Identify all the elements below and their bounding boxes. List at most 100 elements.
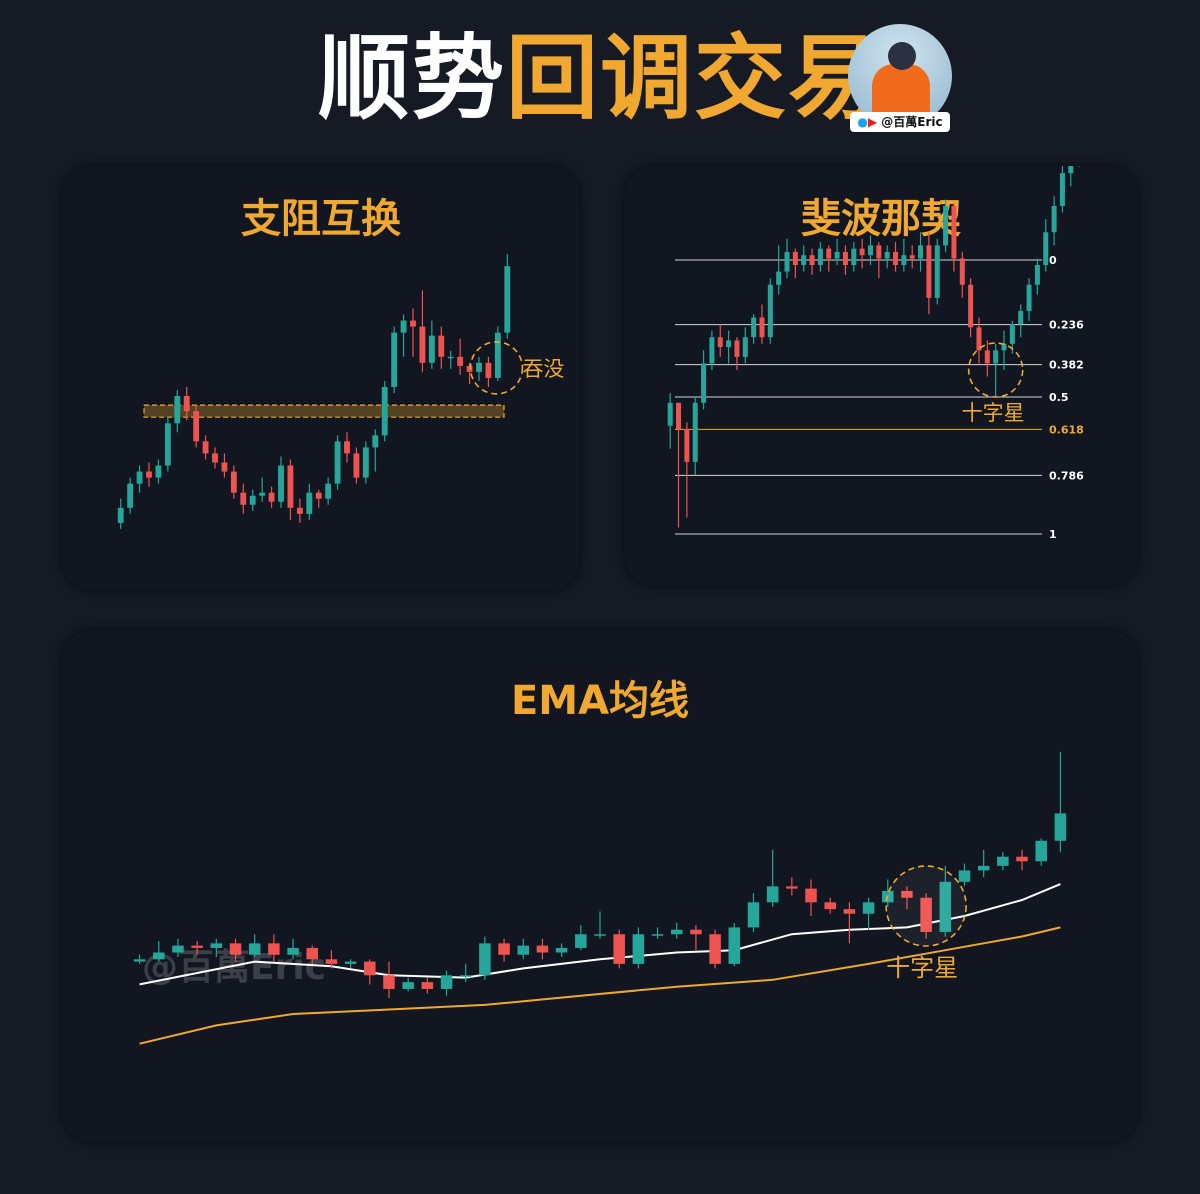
candle-body <box>792 251 798 266</box>
candle-body <box>701 363 707 403</box>
candle-body <box>287 947 299 955</box>
candle-body <box>862 902 875 914</box>
candle-body <box>968 284 974 328</box>
candle-body <box>690 929 702 935</box>
candle-body <box>383 975 395 989</box>
candle-body <box>136 471 143 484</box>
candle-body <box>428 335 435 363</box>
candle-body <box>364 961 376 976</box>
candle-body <box>164 423 171 466</box>
candle-body <box>613 934 625 964</box>
candle-body <box>498 943 510 955</box>
candle-body <box>459 975 472 977</box>
candle-body <box>174 396 181 424</box>
title-part-white: 顺势 <box>317 25 506 132</box>
candle-body <box>651 934 664 936</box>
candle-body <box>248 943 261 955</box>
chart-ema: 十字星 <box>133 751 1067 1045</box>
candle-body <box>146 471 152 478</box>
candle-body <box>909 255 915 259</box>
candle-body <box>993 350 999 364</box>
candle-body <box>901 255 907 266</box>
annotation-label: 吞没 <box>522 357 564 381</box>
candle-body <box>1018 310 1024 325</box>
candle-body <box>1016 856 1028 862</box>
chart-fibonacci: 0 0.236 0.382 0.5 0.618 0.786 1 十字星 <box>667 166 1084 541</box>
candle-body <box>400 320 407 333</box>
candle-body <box>133 959 146 962</box>
candle-body <box>183 396 190 412</box>
candle-body <box>632 934 645 964</box>
candle-body <box>734 340 740 357</box>
candle-body <box>268 492 275 502</box>
candle-body <box>440 975 453 989</box>
candle-body <box>193 411 200 442</box>
panel-ema: EMA均线 @百萬Eric 十字星 <box>62 630 1138 1142</box>
candle-body <box>742 337 748 357</box>
chart-support-resistance: 吞没 <box>117 254 564 529</box>
candle-body <box>901 890 913 898</box>
candle-body <box>391 332 398 387</box>
candle-body <box>325 483 332 499</box>
candle-body <box>1026 284 1032 311</box>
candle-body <box>517 945 530 955</box>
title-part-orange: 回调交易 <box>506 25 883 132</box>
bird-icon: ● <box>857 115 868 129</box>
candle-body <box>594 934 606 936</box>
candle-body <box>817 248 823 266</box>
candle-body <box>1034 265 1040 285</box>
avatar-head <box>888 42 916 70</box>
fib-level-label: 0 <box>1049 254 1057 267</box>
candle-body <box>826 248 832 259</box>
highlight-circle <box>885 865 967 947</box>
candle-body <box>684 429 690 462</box>
candle-body <box>809 255 815 266</box>
candle-body <box>504 266 511 333</box>
candle-body <box>494 332 501 378</box>
candle-body <box>1035 840 1047 862</box>
candle-body <box>353 453 360 478</box>
candle-body <box>1001 343 1007 351</box>
candle-body <box>920 897 932 932</box>
candle-body <box>221 462 228 472</box>
highlight-circle <box>967 342 1024 398</box>
candle-body <box>976 327 982 351</box>
candle-body <box>676 402 682 430</box>
candle-body <box>306 947 318 960</box>
candle-body <box>747 902 760 928</box>
fib-level-label: 0.5 <box>1049 391 1069 404</box>
candle-body <box>362 447 369 478</box>
candle-body <box>1059 173 1065 206</box>
candle-body <box>939 881 952 932</box>
ema-slow-line <box>139 926 1061 1045</box>
author-handle: ●▶ @百萬Eric <box>850 112 950 132</box>
candle-body <box>447 356 454 359</box>
candle-body <box>709 337 715 364</box>
candle-body <box>834 251 840 259</box>
candle-body <box>127 483 134 508</box>
candle-body <box>918 245 924 259</box>
candle-body <box>191 945 203 948</box>
candle-body <box>381 387 388 436</box>
candle-body <box>117 507 124 523</box>
candle-body <box>344 961 357 964</box>
candle-body <box>751 317 757 338</box>
candle-body <box>893 251 899 266</box>
candle-body <box>555 947 568 953</box>
candle-body <box>466 365 473 372</box>
candle-body <box>759 317 765 338</box>
candle-body <box>287 465 294 508</box>
candle-body <box>479 943 491 976</box>
candle-body <box>240 492 247 505</box>
candle-body <box>1068 166 1074 174</box>
candle-body <box>278 465 284 502</box>
candle-body <box>670 929 683 935</box>
candle-body <box>786 886 798 889</box>
candle-body <box>202 441 209 454</box>
candle-body <box>172 945 184 953</box>
candle-body <box>767 284 773 338</box>
candle-body <box>884 251 890 259</box>
candle-body <box>843 909 856 914</box>
candle-body <box>926 245 932 298</box>
candle-body <box>851 248 857 266</box>
